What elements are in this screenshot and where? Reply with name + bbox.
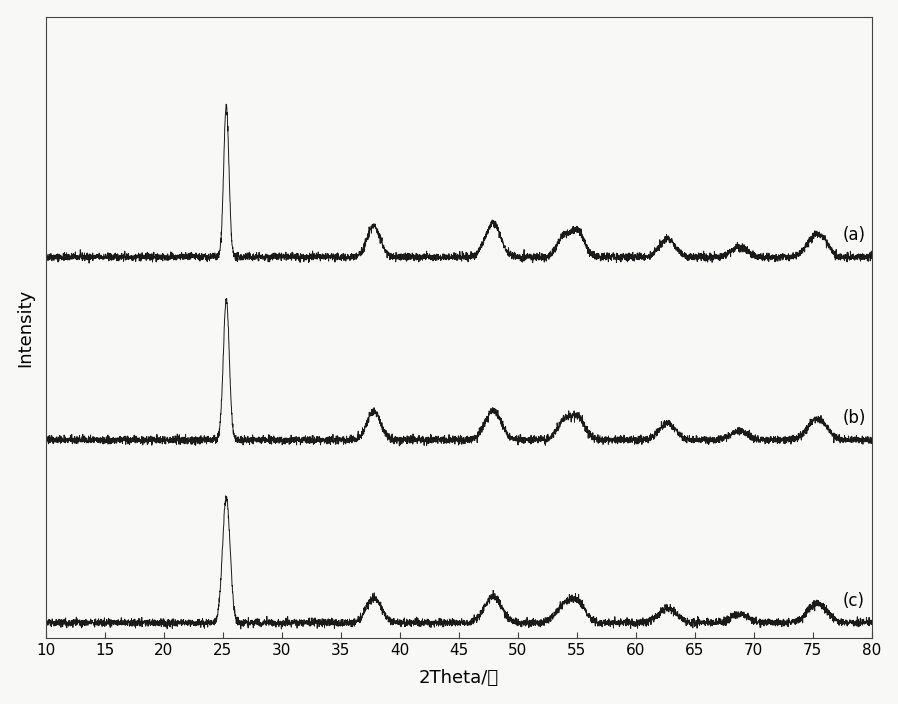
Text: (c): (c) — [842, 592, 864, 610]
Y-axis label: Intensity: Intensity — [17, 289, 35, 367]
Text: (b): (b) — [842, 409, 866, 427]
Text: (a): (a) — [842, 227, 865, 244]
X-axis label: 2Theta/度: 2Theta/度 — [418, 670, 498, 687]
